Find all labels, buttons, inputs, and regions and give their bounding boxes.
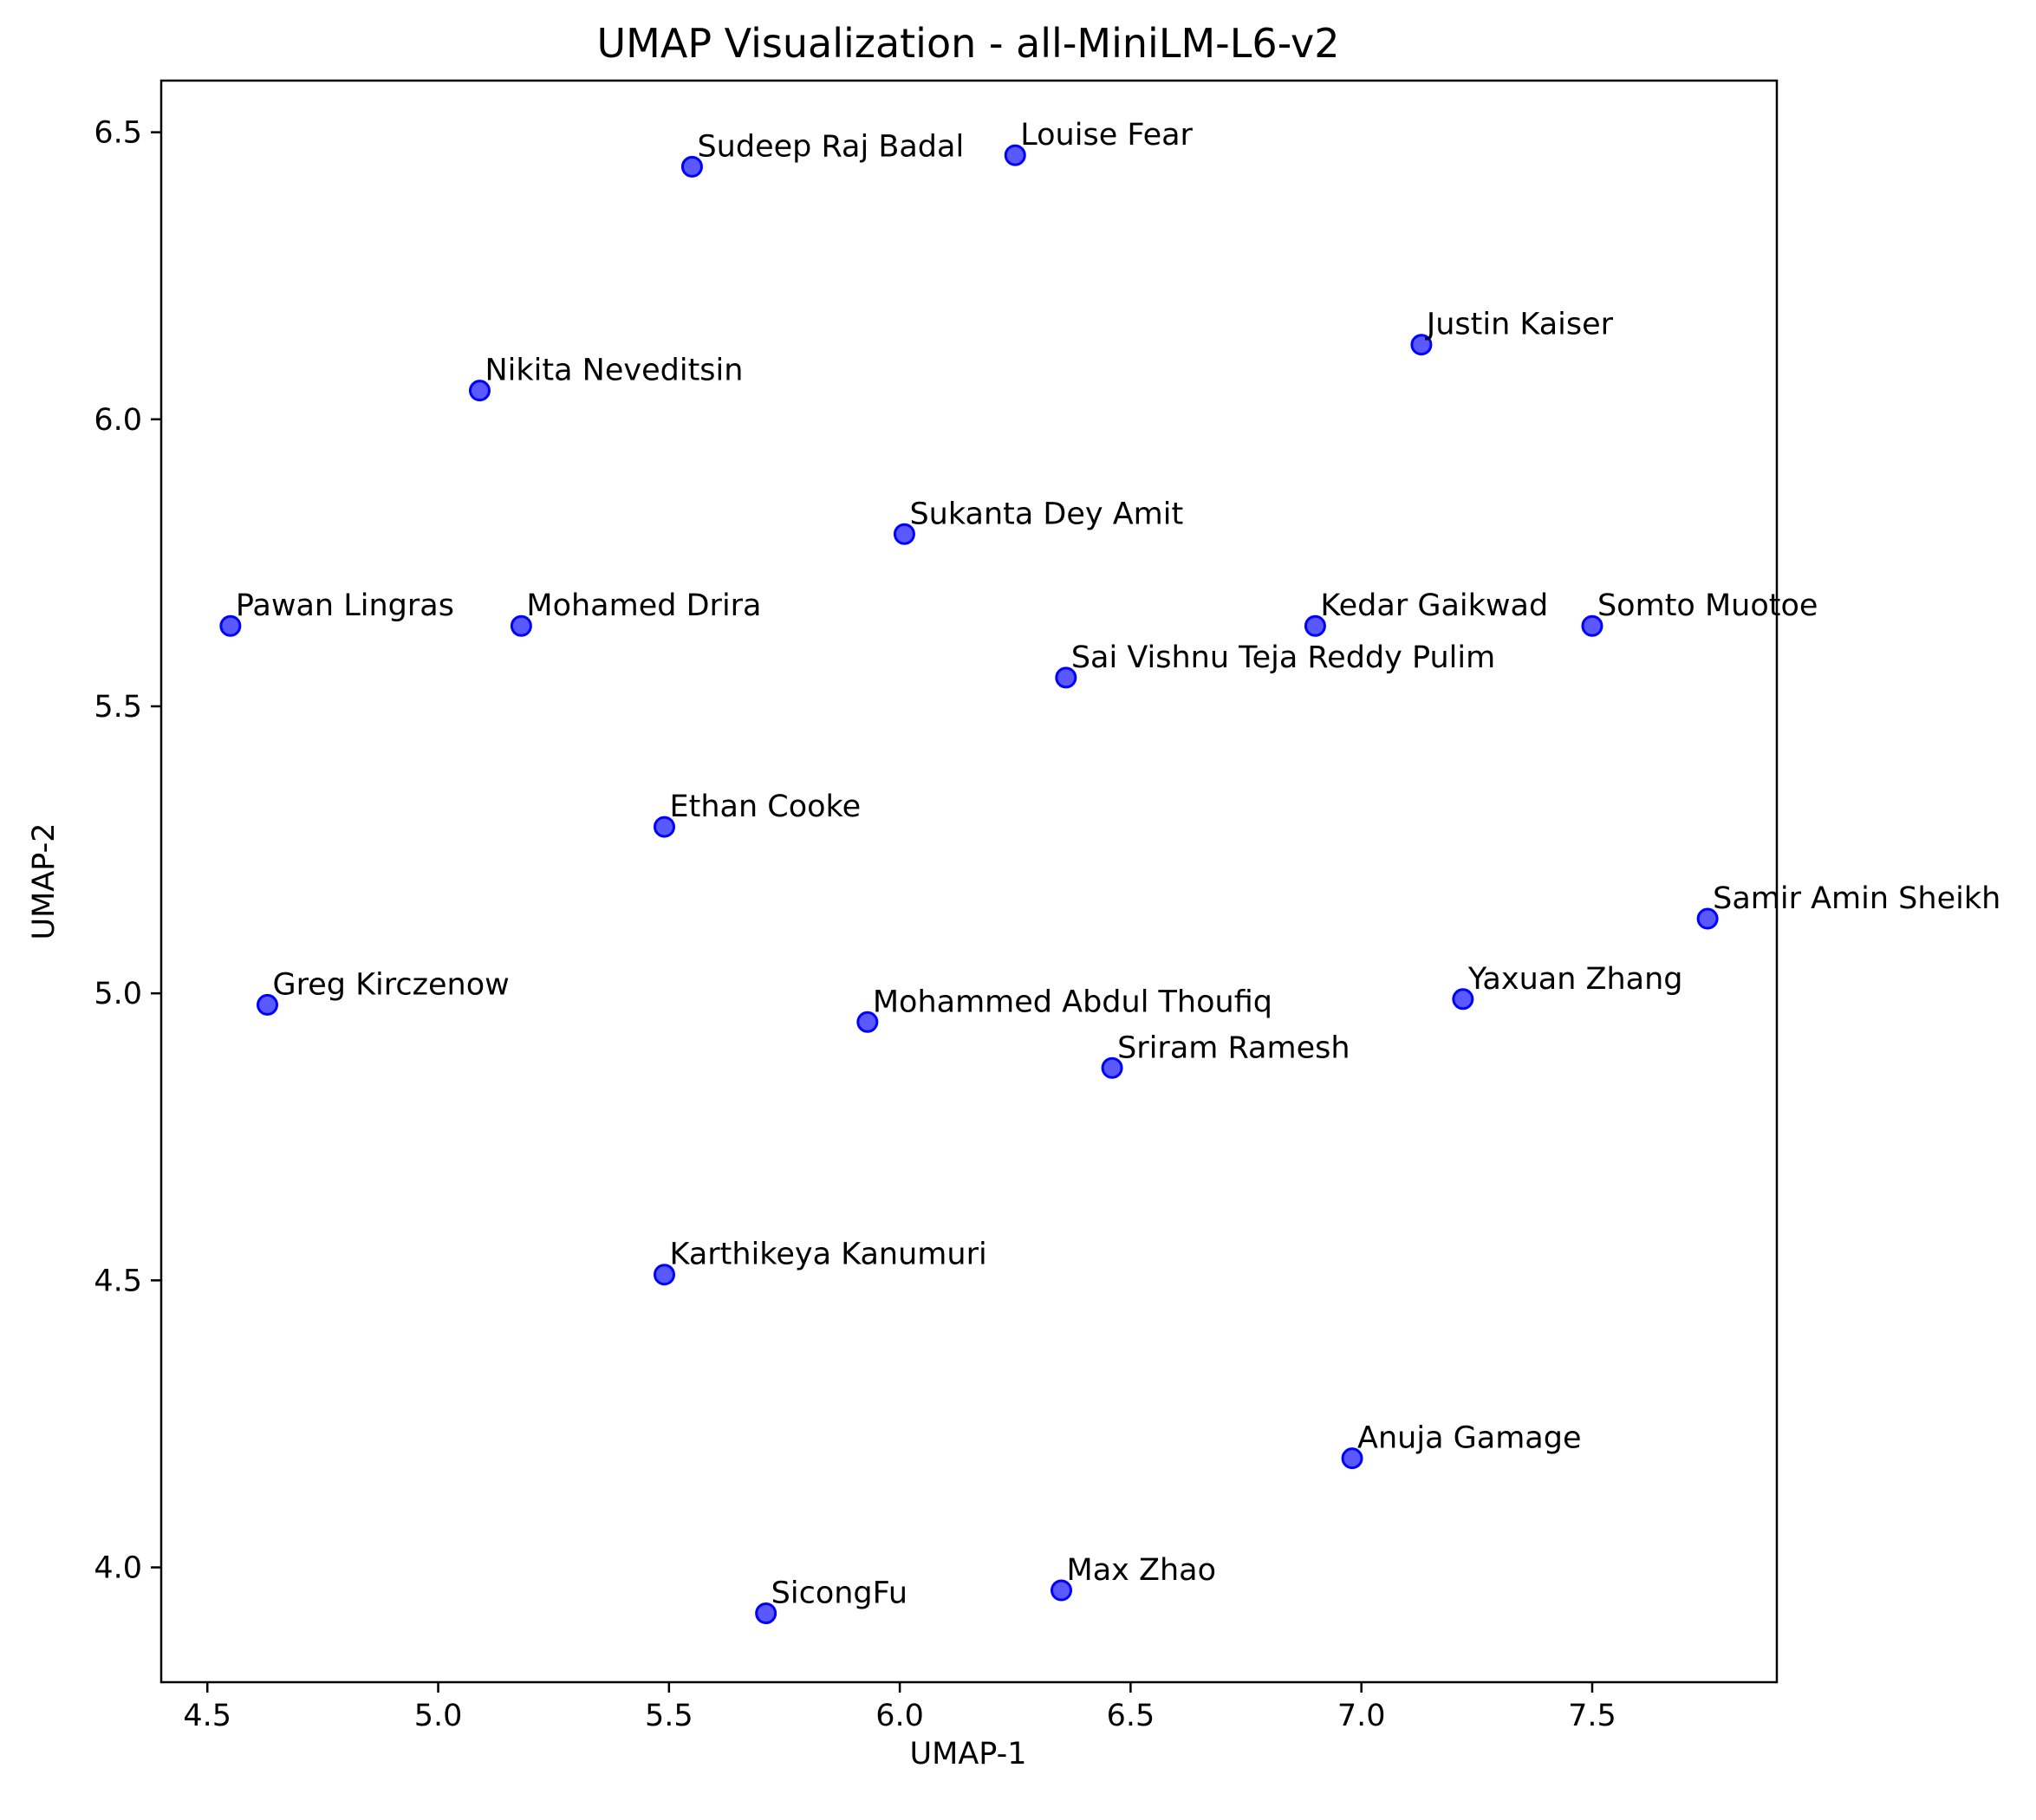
data-point-label: Greg Kirczenow <box>272 967 509 1002</box>
x-axis-label: UMAP-1 <box>910 1737 1027 1771</box>
data-point-label: Anuja Gamage <box>1357 1421 1581 1456</box>
data-point <box>654 1264 676 1286</box>
y-tick-label: 5.5 <box>94 690 142 725</box>
data-point <box>1341 1447 1363 1470</box>
data-point <box>1581 614 1603 637</box>
data-point <box>1004 144 1026 166</box>
data-point-label: Samir Amin Sheikh <box>1713 881 2000 916</box>
chart-title: UMAP Visualization - all-MiniLM-L6-v2 <box>597 20 1340 67</box>
y-tick-label: 4.5 <box>94 1264 142 1298</box>
point-labels: Sudeep Raj Badal Louise Fear Justin Kaiser… <box>236 118 2000 1610</box>
data-point <box>1101 1056 1123 1079</box>
data-point-label: Somto Muotoe <box>1597 588 1818 623</box>
data-point <box>680 155 703 178</box>
data-point <box>256 993 278 1016</box>
data-point-label: Yaxuan Zhang <box>1467 962 1683 997</box>
data-point-label: Kedar Gaikwad <box>1320 588 1548 623</box>
data-point-label: Sriram Ramesh <box>1117 1030 1350 1065</box>
x-tick-label: 7.0 <box>1337 1699 1386 1733</box>
data-point-label: Max Zhao <box>1067 1553 1217 1588</box>
data-point-label: Pawan Lingras <box>236 588 454 623</box>
data-point <box>755 1602 777 1625</box>
y-axis-label: UMAP-2 <box>27 823 62 940</box>
data-point <box>1055 666 1077 689</box>
data-point-label: Mohammed Abdul Thoufiq <box>873 985 1272 1019</box>
data-point <box>510 614 532 637</box>
plot-frame <box>159 79 1779 1684</box>
x-tick-label: 4.5 <box>183 1699 231 1733</box>
data-point <box>1051 1579 1073 1602</box>
x-tick-label: 6.5 <box>1107 1699 1155 1733</box>
data-point-label: SicongFu <box>771 1576 907 1611</box>
data-point-label: Ethan Cooke <box>670 790 862 824</box>
data-point <box>856 1011 879 1033</box>
data-point-label: Karthikeya Kanumuri <box>670 1238 987 1272</box>
data-point <box>1410 334 1433 356</box>
data-point <box>219 614 242 637</box>
x-tick-label: 5.5 <box>645 1699 693 1733</box>
y-axis-ticks: 4.0 4.5 5.0 5.5 6.0 6.5 <box>94 116 161 1586</box>
y-tick-label: 5.0 <box>94 977 142 1011</box>
x-tick-label: 6.0 <box>875 1699 924 1733</box>
x-axis-ticks: 4.5 5.0 5.5 6.0 6.5 7.0 7.5 <box>183 1682 1616 1733</box>
y-tick-label: 6.0 <box>94 403 142 438</box>
y-tick-label: 6.5 <box>94 116 142 151</box>
data-point-label: Mohamed Drira <box>526 588 761 623</box>
data-point <box>654 816 676 838</box>
data-point <box>1452 988 1474 1011</box>
data-point <box>893 523 915 545</box>
data-point <box>1304 614 1326 637</box>
x-tick-label: 7.5 <box>1568 1699 1616 1733</box>
y-tick-label: 4.0 <box>94 1551 142 1586</box>
data-point-label: Nikita Neveditsin <box>485 354 743 388</box>
data-point-label: Sukanta Dey Amit <box>909 497 1183 531</box>
data-point <box>468 380 491 402</box>
data-point-label: Sudeep Raj Badal <box>697 129 964 164</box>
data-point-label: Sai Vishnu Teja Reddy Pulim <box>1071 640 1495 675</box>
data-point-label: Justin Kaiser <box>1425 308 1614 342</box>
data-point <box>1696 907 1719 930</box>
data-point-label: Louise Fear <box>1020 118 1193 153</box>
x-tick-label: 5.0 <box>414 1699 463 1733</box>
data-points <box>219 144 1719 1625</box>
